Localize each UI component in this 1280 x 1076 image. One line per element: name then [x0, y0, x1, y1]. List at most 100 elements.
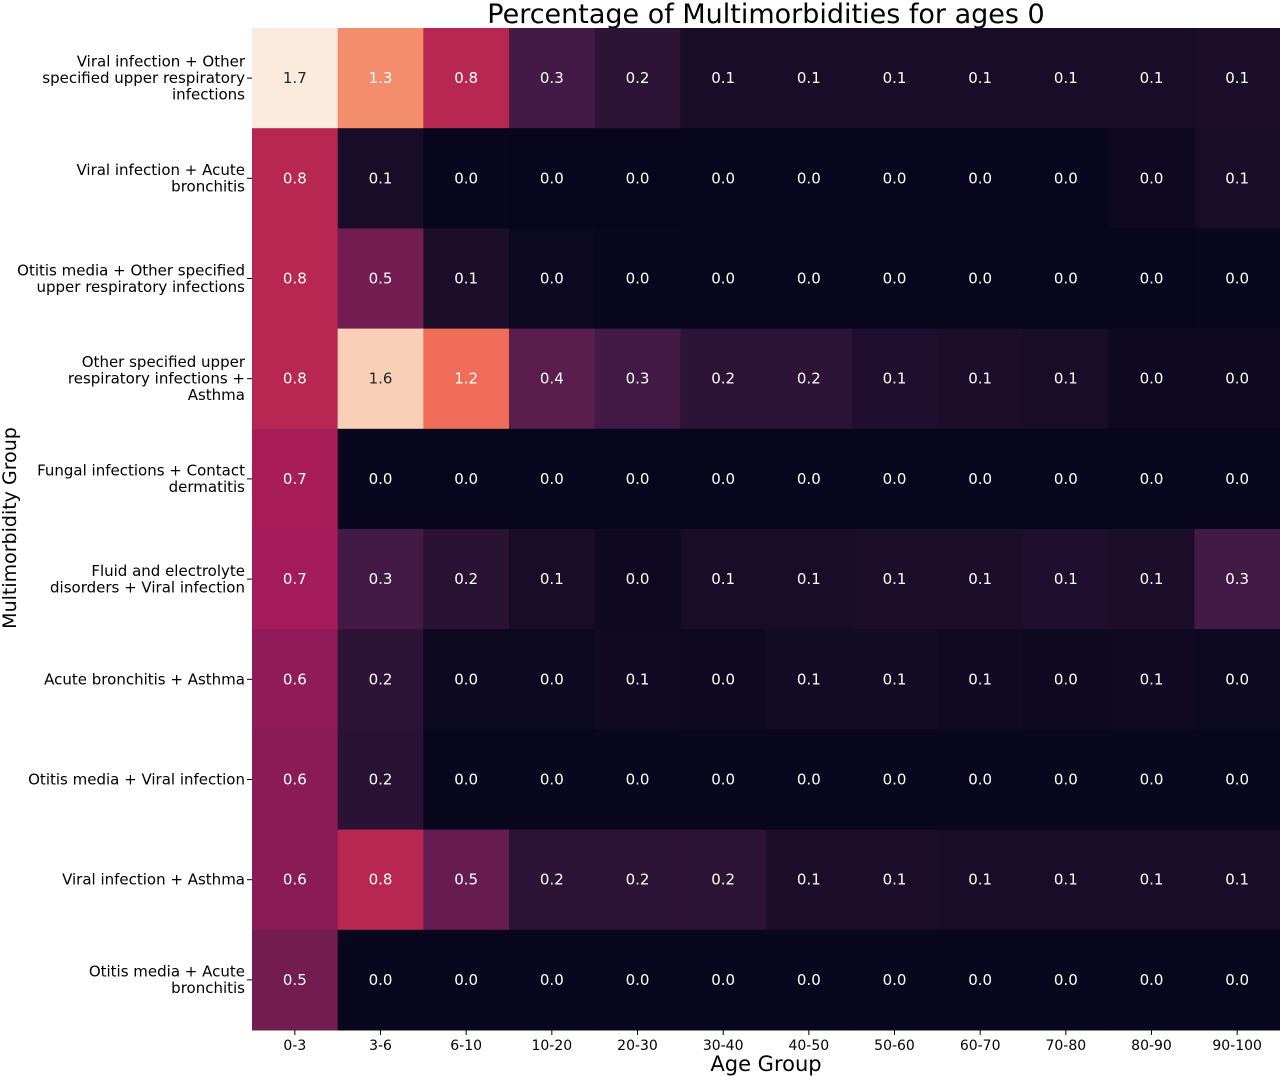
cell-value-label: 0.1	[1140, 69, 1164, 87]
heatmap-cell	[680, 629, 767, 730]
heatmap-cell	[594, 629, 681, 730]
cell-value-label: 0.0	[1140, 370, 1164, 388]
heatmap-cell	[509, 829, 596, 931]
cell-value-label: 0.0	[711, 771, 735, 789]
x-tick-label: 20-30	[617, 1038, 658, 1054]
heatmap-cell	[423, 829, 510, 931]
cell-value-label: 0.0	[1140, 771, 1164, 789]
heatmap-cell	[851, 128, 938, 229]
heatmap-cell	[680, 829, 767, 931]
cell-value-label: 0.0	[454, 670, 478, 688]
cell-value-label: 0.1	[1140, 570, 1164, 588]
cell-value-label: 0.8	[283, 270, 307, 288]
cell-value-label: 0.0	[540, 470, 564, 488]
heatmap-cell	[1023, 829, 1110, 931]
cell-value-label: 0.0	[1225, 270, 1249, 288]
cell-value-label: 0.0	[369, 470, 393, 488]
y-tick-label: Otitis media + Other specified upper resp…	[17, 261, 245, 296]
heatmap-cell	[1194, 328, 1280, 430]
heatmap-cell	[1108, 629, 1195, 730]
heatmap-cell	[680, 228, 767, 330]
heatmap-cell	[937, 829, 1024, 931]
heatmap-cell	[594, 829, 681, 931]
cell-value-label: 0.5	[369, 270, 393, 288]
heatmap-cell	[1108, 28, 1195, 129]
x-tick-label: 3-6	[369, 1038, 392, 1054]
heatmap-cell	[937, 729, 1024, 831]
cell-value-label: 0.0	[711, 670, 735, 688]
heatmap-cell	[1023, 529, 1110, 630]
heatmap-cell	[680, 28, 767, 129]
cell-value-label: 0.1	[968, 69, 992, 87]
heatmap-cell	[851, 428, 938, 530]
cell-value-label: 0.1	[369, 169, 393, 187]
x-tick-label: 70-80	[1045, 1038, 1086, 1054]
heatmap-cell	[423, 328, 510, 430]
y-axis: Viral infection + Other specified upper r…	[17, 53, 252, 997]
cell-value-label: 0.3	[369, 570, 393, 588]
y-tick-label: Viral infection + Other specified upper r…	[42, 53, 246, 104]
cell-value-label: 0.1	[797, 570, 821, 588]
cell-value-label: 0.0	[711, 971, 735, 989]
cell-value-label: 0.0	[626, 270, 650, 288]
heatmap-cell	[252, 328, 339, 430]
cell-value-label: 0.0	[797, 169, 821, 187]
heatmap-cell	[766, 929, 853, 1031]
cell-value-label: 0.0	[711, 470, 735, 488]
cell-value-label: 0.3	[540, 69, 564, 87]
cell-value-label: 0.1	[1054, 370, 1078, 388]
cell-value-label: 0.8	[454, 69, 478, 87]
cell-value-label: 0.0	[1054, 470, 1078, 488]
heatmap-cell	[337, 529, 424, 630]
cell-value-label: 0.0	[883, 971, 907, 989]
heatmap-cell	[594, 28, 681, 129]
cell-value-label: 0.0	[626, 470, 650, 488]
cell-value-label: 0.2	[540, 871, 564, 889]
heatmap-cell	[594, 729, 681, 831]
heatmap-cell	[252, 28, 339, 129]
heatmap-cell	[423, 529, 510, 630]
heatmap-cell	[851, 729, 938, 831]
x-axis: 0-3 3-6 6-10 10-20 20-30 30-40 40-50 50-60 60-70…	[283, 1030, 1262, 1054]
heatmap-cell	[937, 529, 1024, 630]
cell-value-label: 0.2	[369, 670, 393, 688]
heatmap-cell	[1194, 28, 1280, 129]
cell-value-label: 0.2	[626, 871, 650, 889]
x-axis-label: Age Group	[710, 1052, 821, 1076]
y-tick-label: Viral infection + Asthma	[62, 871, 245, 889]
heatmap-cell	[1194, 529, 1280, 630]
heatmap-cell	[766, 128, 853, 229]
cell-value-label: 0.1	[797, 69, 821, 87]
cell-value-label: 0.0	[626, 971, 650, 989]
heatmap-cell	[1023, 629, 1110, 730]
cell-value-label: 0.1	[1225, 169, 1249, 187]
heatmap-cell	[1108, 929, 1195, 1031]
heatmap-cell	[1108, 428, 1195, 530]
heatmap-cell	[509, 428, 596, 530]
heatmap-cell	[766, 729, 853, 831]
x-tick-label: 6-10	[450, 1038, 482, 1054]
heatmap-cell	[423, 929, 510, 1031]
heatmap-cell	[1108, 529, 1195, 630]
cell-value-label: 0.0	[1054, 670, 1078, 688]
cell-value-label: 0.2	[711, 871, 735, 889]
heatmap-cell	[594, 128, 681, 229]
heatmap-cell	[680, 929, 767, 1031]
cell-value-label: 0.0	[1225, 470, 1249, 488]
cell-value-label: 0.1	[968, 370, 992, 388]
chart-title: Percentage of Multimorbidities for ages …	[487, 0, 1044, 30]
heatmap-cell	[1023, 228, 1110, 330]
cell-value-label: 0.5	[283, 971, 307, 989]
heatmap-cell	[851, 929, 938, 1031]
heatmap-cell	[766, 28, 853, 129]
cell-value-label: 0.1	[968, 871, 992, 889]
heatmap-cell	[594, 428, 681, 530]
heatmap-cell	[680, 428, 767, 530]
heatmap-cell	[252, 829, 339, 931]
cell-value-label: 0.0	[883, 771, 907, 789]
heatmap-cell	[766, 428, 853, 530]
heatmap-cell	[594, 228, 681, 330]
heatmap-cell	[851, 629, 938, 730]
heatmap-cell	[766, 228, 853, 330]
heatmap-cell	[509, 328, 596, 430]
